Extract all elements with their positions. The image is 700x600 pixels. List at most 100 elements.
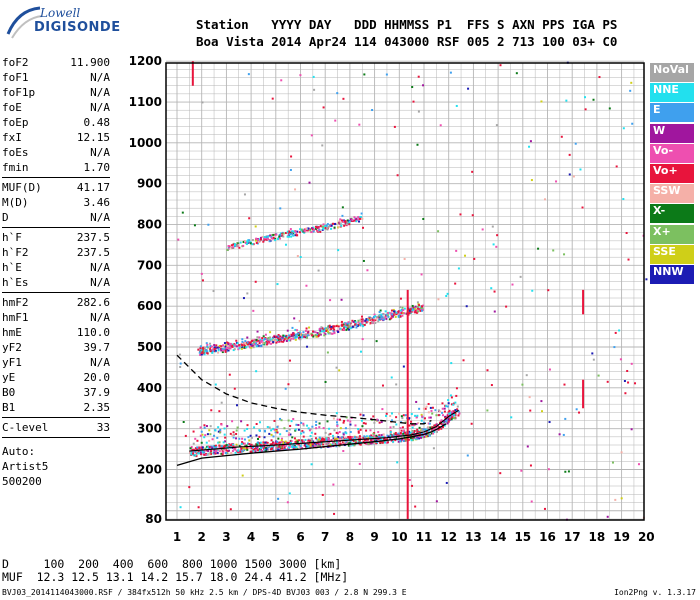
autoscaling-info: Auto: Artist5 500200 [2,444,110,489]
echo-point [228,373,231,376]
echo-point [386,441,389,444]
echo-point [237,242,240,245]
echo-point [340,224,343,227]
echo-point [404,431,407,434]
echo-point [422,84,425,87]
echo-point [326,228,329,231]
param-label: foF1p [2,86,36,99]
echo-point [426,427,429,430]
echo-point [213,348,216,351]
echo-point [287,337,290,340]
echo-point [547,468,550,471]
echo-point [190,446,193,449]
echo-point [392,310,395,313]
echo-point [327,437,330,440]
echo-point [255,449,258,452]
echo-point [302,424,305,427]
echo-point [284,336,287,339]
echo-point [300,229,303,232]
echo-point [302,422,305,425]
echo-point [325,328,328,331]
echo-point [312,226,315,229]
echo-point [505,305,508,308]
echo-point [623,380,626,383]
echo-point [620,497,623,500]
echo-point [321,493,324,496]
x-tick-label: 8 [346,530,354,544]
echo-point [555,180,558,183]
echo-point [261,446,264,449]
echo-point [210,450,213,453]
echo-point [274,442,277,445]
echo-point [266,235,269,238]
echo-point [259,238,262,241]
echo-point [412,424,415,427]
echo-point [296,440,299,443]
echo-point [293,317,296,320]
echo-point [251,239,254,242]
echo-point [243,438,246,441]
param-row: h`F2 237.5 [2,245,110,260]
echo-point [274,239,277,242]
echo-point [403,307,406,310]
echo-point [276,445,279,448]
echo-point [321,144,324,147]
echo-point [287,235,290,238]
echo-point [318,422,321,425]
echo-point [351,436,354,439]
echo-point [260,443,263,446]
echo-point [318,442,321,445]
echo-point [259,345,262,348]
echo-point [288,334,291,337]
echo-point [253,338,256,341]
echo-point [454,401,457,404]
echo-point [348,442,351,445]
echo-point [286,441,289,444]
echo-point [279,338,282,341]
echo-point [395,383,398,386]
echo-point [428,422,431,425]
echo-point [290,155,293,158]
echo-point [286,235,289,238]
echo-point [232,433,235,436]
echo-point [203,436,206,439]
echo-point [234,344,237,347]
echo-point [269,339,272,342]
echo-point [430,432,433,435]
echo-point [351,319,354,322]
echo-point [267,338,270,341]
echo-point [278,234,281,237]
echo-point [276,283,279,286]
echo-point [244,448,247,451]
param-value: N/A [90,311,110,324]
echo-point [347,444,350,447]
echo-point [276,440,279,443]
echo-point [319,333,322,336]
echo-point [429,406,432,409]
echo-point [274,339,277,342]
echo-point [203,346,206,349]
echo-point [400,429,403,432]
o-trace-curve [189,409,459,452]
echo-point [330,439,333,442]
echo-point [291,445,294,448]
echo-point [429,416,432,419]
echo-point [440,422,443,425]
echo-point [357,431,360,434]
echo-point [325,438,328,441]
echo-point [200,430,203,433]
echo-point [425,435,428,438]
echo-point [209,342,212,345]
param-separator [2,417,110,418]
echo-point [265,449,268,452]
plot-frame [165,62,645,521]
echo-point [242,447,245,450]
echo-point [256,344,259,347]
echo-point [284,440,287,443]
echo-point [213,346,216,349]
echo-point [416,436,419,439]
echo-point [277,437,280,440]
echo-point [216,436,219,439]
echo-point [200,353,203,356]
param-value: 282.6 [76,296,110,309]
